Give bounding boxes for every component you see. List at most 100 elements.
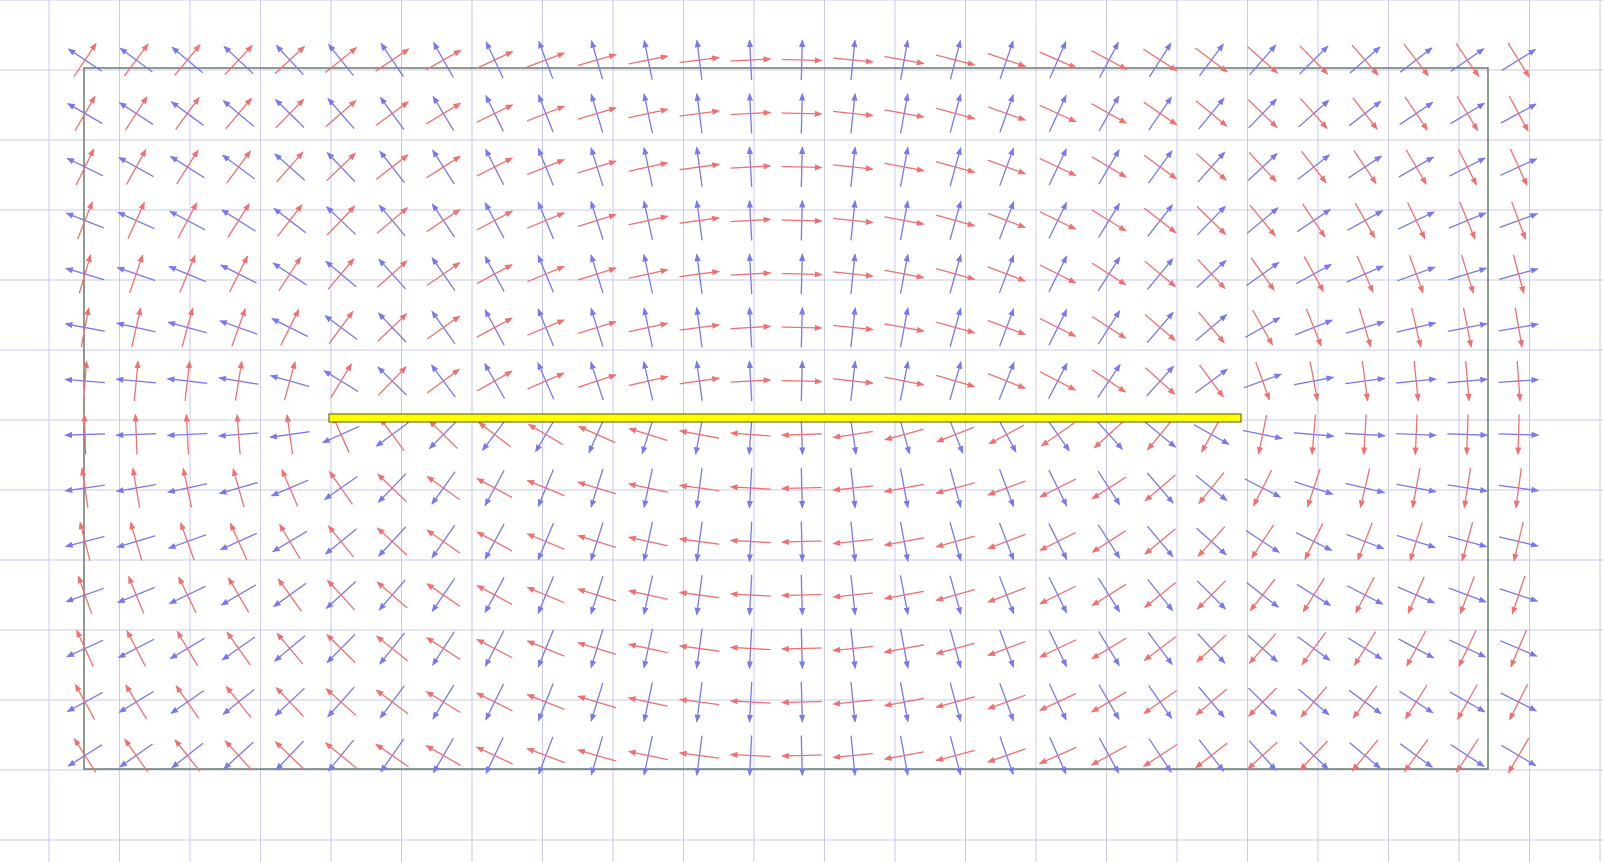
field-a-arrow	[426, 368, 461, 394]
field-a-arrow	[527, 265, 566, 283]
field-a-arrow	[781, 271, 823, 278]
field-a-arrow	[884, 216, 925, 226]
field-a-arrow	[526, 52, 566, 68]
field-a-arrow	[1462, 307, 1473, 348]
field-a-arrow	[328, 310, 354, 344]
field-a-arrow	[377, 313, 408, 342]
field-a-arrow	[1300, 686, 1328, 718]
field-a-arrow	[274, 741, 305, 770]
field-a-arrow	[987, 106, 1027, 121]
field-a-arrow	[125, 148, 147, 185]
field-a-arrow	[326, 205, 356, 236]
field-a-arrow	[177, 202, 198, 239]
field-a-arrow	[883, 537, 925, 547]
field-a-arrow	[376, 581, 408, 609]
field-a-arrow	[1352, 97, 1378, 130]
field-a-arrow	[73, 737, 97, 773]
field-a-arrow	[74, 683, 96, 720]
field-a-arrow	[1299, 45, 1329, 75]
field-a-arrow	[1195, 47, 1229, 73]
field-a-arrow	[679, 108, 720, 117]
field-a-arrow	[1407, 202, 1426, 240]
field-a-arrow	[1256, 414, 1268, 455]
field-a-arrow	[935, 267, 976, 281]
field-a-arrow	[224, 740, 253, 771]
field-a-arrow	[936, 374, 976, 388]
field-a-arrow	[884, 109, 925, 119]
field-a-arrow	[376, 207, 409, 234]
field-a-arrow	[224, 44, 253, 76]
field-a-arrow	[527, 158, 566, 176]
field-a-arrow	[1409, 522, 1423, 562]
field-a-arrow	[1195, 100, 1228, 127]
field-a-arrow	[1092, 369, 1127, 393]
field-a-arrow	[1351, 44, 1379, 76]
field-a-arrow	[526, 533, 565, 550]
field-a-arrow	[1039, 211, 1077, 230]
field-a-arrow	[1511, 575, 1526, 615]
field-a-arrow	[730, 216, 772, 223]
field-a-arrow	[1039, 532, 1076, 551]
field-a-arrow	[527, 423, 564, 446]
field-a-arrow	[476, 210, 513, 231]
field-a-arrow	[1144, 260, 1177, 288]
field-a-arrow	[1405, 149, 1427, 185]
field-a-arrow	[77, 575, 93, 615]
field-a-arrow	[832, 592, 873, 600]
field-a-arrow	[476, 584, 513, 606]
field-a-arrow	[82, 360, 90, 401]
field-a-arrow	[327, 258, 355, 290]
field-a-arrow	[883, 590, 924, 601]
field-a-arrow	[132, 413, 139, 455]
field-a-arrow	[1309, 414, 1317, 456]
field-a-arrow	[1196, 580, 1226, 610]
field-a-arrow	[476, 531, 513, 552]
field-a-arrow	[328, 470, 354, 505]
field-a-arrow	[1255, 361, 1271, 401]
field-a-arrow	[379, 417, 405, 451]
field-a-arrow	[229, 522, 248, 560]
field-a-arrow	[987, 480, 1026, 496]
field-a-arrow	[832, 430, 873, 440]
field-a-arrow	[283, 360, 297, 401]
field-a-arrow	[1456, 684, 1478, 721]
field-a-arrow	[527, 212, 566, 229]
field-a-arrow	[1512, 521, 1524, 562]
field-a-arrow	[678, 483, 720, 492]
field-a-arrow	[377, 366, 407, 396]
field-a-arrow	[284, 413, 294, 455]
field-a-arrow	[729, 751, 771, 758]
field-a-arrow	[124, 738, 149, 773]
field-a-arrow	[375, 101, 410, 126]
field-a-arrow	[1404, 96, 1428, 131]
field-a-arrow	[627, 482, 668, 493]
field-a-arrow	[377, 473, 408, 503]
field-a-arrow	[133, 360, 141, 401]
field-a-arrow	[1513, 468, 1522, 509]
field-a-arrow	[628, 54, 669, 65]
field-a-arrow	[832, 645, 873, 653]
field-a-arrow	[1198, 364, 1224, 398]
field-a-arrow	[1196, 153, 1227, 181]
field-a-arrow	[181, 467, 193, 508]
field-a-arrow	[476, 692, 513, 712]
field-a-arrow	[476, 157, 514, 177]
field-a-arrow	[526, 105, 566, 122]
field-a-arrow	[425, 49, 462, 71]
field-a-arrow	[1354, 202, 1376, 239]
field-a-arrow	[1143, 689, 1177, 715]
field-a-arrow	[274, 45, 306, 75]
field-a-arrow	[1091, 691, 1127, 713]
field-a-arrow	[129, 254, 144, 294]
field-a-arrow	[1143, 635, 1177, 662]
field-a-arrow	[526, 693, 565, 711]
field-a-arrow	[1091, 637, 1127, 660]
field-a-arrow	[833, 378, 874, 386]
field-a-arrow	[936, 426, 975, 443]
field-a-arrow	[628, 161, 669, 172]
field-a-arrow	[1403, 43, 1429, 77]
field-a-arrow	[935, 749, 975, 762]
field-a-arrow	[987, 52, 1027, 68]
field-a-arrow	[679, 269, 720, 278]
field-a-arrow	[425, 690, 461, 714]
